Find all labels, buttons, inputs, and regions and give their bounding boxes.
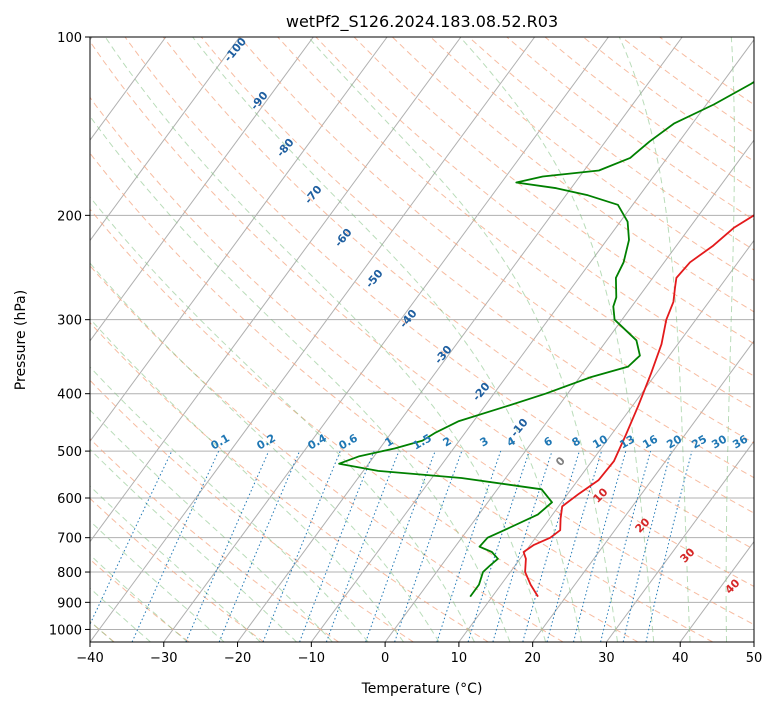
x-tick-label: −40 [76,651,103,666]
y-tick-label: 100 [57,31,82,46]
y-tick-label: 1000 [49,623,82,638]
x-tick-label: 40 [672,651,689,666]
y-tick-label: 900 [57,596,82,611]
y-tick-label: 200 [57,209,82,224]
x-tick-label: 30 [598,651,615,666]
y-tick-label: 400 [57,388,82,403]
y-tick-label: 700 [57,532,82,547]
y-tick-label: 300 [57,314,82,329]
y-tick-label: 600 [57,492,82,507]
chart-title: wetPf2_S126.2024.183.08.52.R03 [286,12,558,32]
x-tick-label: −20 [224,651,251,666]
y-axis-label: Pressure (hPa) [13,290,29,390]
x-tick-label: 50 [746,651,763,666]
x-tick-label: 20 [524,651,541,666]
x-tick-label: 10 [451,651,468,666]
x-tick-label: −10 [298,651,325,666]
y-tick-label: 500 [57,445,82,460]
x-tick-label: −30 [150,651,177,666]
x-tick-label: 0 [381,651,389,666]
y-tick-label: 800 [57,566,82,581]
x-axis-label: Temperature (°C) [361,681,483,697]
